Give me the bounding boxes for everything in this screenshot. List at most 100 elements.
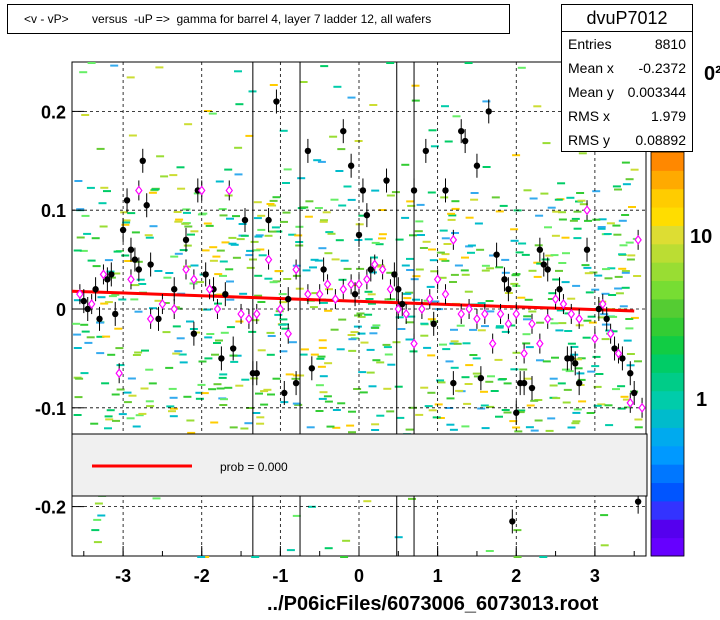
heatmap-cell [523, 315, 532, 318]
black-point [536, 246, 544, 253]
heatmap-cell [213, 383, 222, 386]
heatmap-cell [324, 547, 333, 550]
heatmap-cell [533, 275, 542, 278]
profile-point [606, 328, 615, 339]
profile-point [205, 284, 214, 295]
heatmap-cell [246, 249, 255, 252]
black-point [135, 266, 143, 273]
heatmap-cell [141, 349, 149, 352]
heatmap-cell [274, 313, 283, 316]
black-point [367, 266, 374, 273]
heatmap-cell [186, 320, 194, 323]
heatmap-cell [324, 252, 333, 255]
heatmap-cell [99, 225, 108, 228]
heatmap-cell [160, 175, 169, 178]
heatmap-cell [562, 252, 570, 255]
y-tick-label: -0.2 [35, 498, 66, 518]
heatmap-cell [403, 292, 412, 295]
black-point [544, 266, 551, 273]
palette-frame [650, 151, 685, 557]
heatmap-cell [174, 350, 183, 353]
black-point [631, 389, 638, 397]
heatmap-cell [382, 343, 391, 346]
heatmap-cell [465, 364, 474, 367]
heatmap-cell [469, 354, 478, 356]
profile-point [473, 313, 481, 324]
profile-point [170, 304, 178, 314]
palette-swatch [651, 427, 684, 447]
heatmap-cell [575, 324, 584, 327]
heatmap-cell [621, 271, 630, 274]
heatmap-cell [224, 194, 233, 197]
heatmap-cell [625, 178, 634, 181]
heatmap-cell [163, 276, 172, 279]
black-point [241, 216, 249, 224]
heatmap-cell [264, 277, 273, 280]
heatmap-cell [405, 428, 414, 431]
heatmap-cell [183, 211, 191, 214]
heatmap-cell [127, 377, 136, 380]
heatmap-cell [609, 330, 618, 333]
black-point [493, 251, 500, 258]
heatmap-cell [451, 232, 459, 234]
profile-point [481, 308, 489, 319]
heatmap-cell [444, 140, 453, 143]
heatmap-cell [601, 292, 610, 295]
heatmap-cell [593, 404, 602, 407]
heatmap-cell [516, 411, 525, 414]
heatmap-cell [601, 323, 610, 326]
heatmap-cell [269, 199, 278, 202]
black-point [430, 320, 437, 328]
heatmap-cell [554, 198, 563, 201]
heatmap-cell [428, 248, 436, 251]
heatmap-cell [427, 391, 436, 394]
heatmap-cell [260, 390, 269, 393]
heatmap-cell [621, 286, 630, 289]
heatmap-cell [366, 371, 375, 374]
heatmap-cell [138, 412, 147, 415]
black-point [127, 246, 135, 253]
heatmap-cell [597, 226, 606, 228]
y-tick-label: -0.1 [35, 399, 66, 419]
heatmap-cell [420, 334, 429, 337]
heatmap-cell [436, 251, 445, 254]
heatmap-cell [212, 255, 221, 258]
heatmap-cell [122, 221, 131, 224]
heatmap-cell [96, 321, 105, 324]
heatmap-cell [490, 390, 499, 392]
heatmap-cell [132, 354, 141, 356]
heatmap-cell [83, 232, 92, 235]
heatmap-cell [619, 244, 628, 247]
heatmap-cell [465, 216, 474, 219]
heatmap-cell [570, 345, 579, 348]
heatmap-cell [343, 185, 352, 188]
heatmap-cell [364, 290, 373, 293]
palette-swatch [651, 280, 684, 300]
heatmap-cell [216, 387, 225, 390]
heatmap-cell [219, 274, 227, 277]
heatmap-cell [272, 196, 281, 199]
heatmap-cell [103, 190, 111, 193]
heatmap-cell [386, 62, 395, 64]
heatmap-cell [536, 262, 545, 265]
heatmap-cell [627, 254, 636, 257]
black-point [202, 271, 209, 278]
profile-point [634, 234, 642, 245]
profile-point [457, 308, 465, 319]
heatmap-cell [87, 259, 96, 262]
heatmap-cell [422, 240, 431, 243]
heatmap-cell [427, 318, 436, 321]
heatmap-cell [218, 376, 227, 379]
black-point [292, 379, 300, 387]
heatmap-cell [195, 397, 204, 400]
heatmap-cell [230, 360, 239, 363]
heatmap-cell [318, 397, 327, 400]
heatmap-cell [486, 267, 495, 270]
heatmap-cell [116, 388, 125, 391]
heatmap-cell [481, 269, 490, 272]
heatmap-cell [305, 200, 314, 203]
heatmap-cell [155, 66, 164, 69]
palette-swatch [651, 207, 684, 226]
heatmap-cell [111, 393, 120, 396]
